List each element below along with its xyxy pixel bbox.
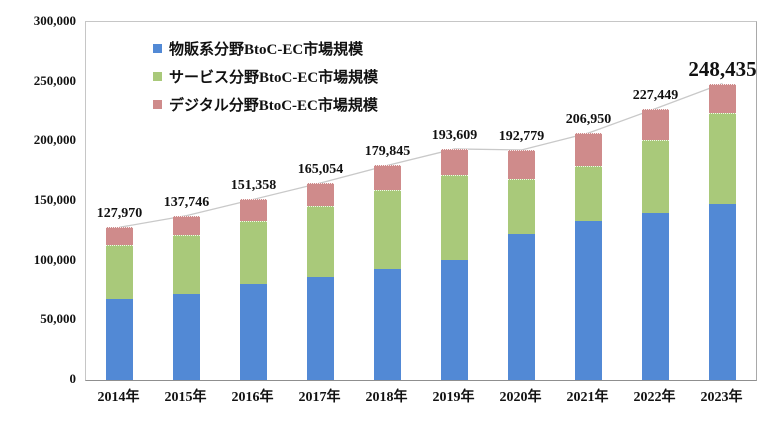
x-category-label: 2020年 bbox=[499, 390, 542, 405]
y-tick-label: 50,000 bbox=[40, 311, 76, 327]
bar-segment-service bbox=[642, 139, 669, 213]
legend-label: デジタル分野BtoC-EC市場規模 bbox=[169, 97, 378, 114]
total-data-label: 165,054 bbox=[297, 162, 344, 178]
total-data-label: 192,779 bbox=[498, 128, 545, 144]
total-data-label: 179,845 bbox=[364, 144, 411, 160]
legend-color-swatch-icon bbox=[153, 99, 162, 109]
legend-label: サービス分野BtoC-EC市場規模 bbox=[169, 69, 379, 86]
y-tick-label: 250,000 bbox=[33, 72, 76, 88]
bar-segment-service bbox=[374, 189, 401, 270]
x-category-label: 2014年 bbox=[97, 390, 140, 405]
x-category-label: 2016年 bbox=[231, 390, 274, 405]
legend-item: 物販系分野BtoC-EC市場規模 bbox=[153, 34, 378, 62]
bar-segment-service bbox=[441, 174, 468, 261]
legend-item: デジタル分野BtoC-EC市場規模 bbox=[153, 90, 378, 118]
x-category-label: 2018年 bbox=[365, 390, 408, 405]
bar-segment-buppan bbox=[575, 221, 602, 380]
bar-segment-buppan bbox=[106, 298, 133, 380]
bar-segment-buppan bbox=[173, 293, 200, 380]
bar-segment-digital bbox=[374, 165, 401, 190]
total-line bbox=[119, 82, 723, 228]
x-category-label: 2023年 bbox=[700, 390, 743, 405]
total-data-label: 206,950 bbox=[565, 112, 612, 128]
bar-segment-service bbox=[575, 166, 602, 222]
bar-segment-digital bbox=[709, 83, 736, 114]
bar-segment-service bbox=[508, 179, 535, 234]
total-data-label: 248,435 bbox=[688, 56, 757, 81]
x-category-label: 2019年 bbox=[432, 390, 475, 405]
legend-label: 物販系分野BtoC-EC市場規模 bbox=[169, 41, 364, 58]
y-tick-label: 100,000 bbox=[33, 251, 76, 267]
x-category-label: 2021年 bbox=[566, 390, 609, 405]
total-data-label: 227,449 bbox=[632, 87, 679, 103]
bar-segment-buppan bbox=[441, 260, 468, 380]
plot-area: 物販系分野BtoC-EC市場規模 サービス分野BtoC-EC市場規模 デジタル分野B… bbox=[85, 21, 757, 381]
bar-segment-buppan bbox=[307, 277, 334, 380]
bar-segment-buppan bbox=[709, 204, 736, 380]
bar-segment-digital bbox=[240, 199, 267, 221]
y-tick-label: 300,000 bbox=[33, 13, 76, 28]
bar-segment-digital bbox=[642, 108, 669, 140]
y-tick-label: 150,000 bbox=[33, 192, 76, 207]
bar-segment-service bbox=[709, 113, 736, 205]
total-data-label: 193,609 bbox=[431, 127, 478, 143]
total-data-label: 137,746 bbox=[163, 194, 210, 210]
bar-segment-service bbox=[307, 206, 334, 278]
x-category-label: 2022年 bbox=[633, 390, 676, 405]
bar-segment-service bbox=[173, 235, 200, 294]
legend-color-swatch-icon bbox=[153, 71, 162, 81]
bar-segment-service bbox=[106, 245, 133, 299]
y-tick-label: 200,000 bbox=[33, 132, 76, 148]
legend: 物販系分野BtoC-EC市場規模 サービス分野BtoC-EC市場規模 デジタル分野B… bbox=[153, 34, 378, 118]
bar-segment-digital bbox=[441, 148, 468, 175]
bar-segment-digital bbox=[508, 149, 535, 180]
bar-segment-digital bbox=[307, 183, 334, 207]
bar-segment-buppan bbox=[508, 234, 535, 380]
x-category-label: 2015年 bbox=[164, 390, 207, 405]
legend-item: サービス分野BtoC-EC市場規模 bbox=[153, 62, 378, 90]
bar-segment-digital bbox=[575, 133, 602, 167]
x-category-label: 2017年 bbox=[298, 390, 341, 405]
bar-segment-buppan bbox=[374, 269, 401, 380]
legend-color-swatch-icon bbox=[153, 43, 162, 53]
bar-segment-buppan bbox=[240, 284, 267, 380]
total-data-label: 127,970 bbox=[96, 206, 143, 222]
bar-segment-digital bbox=[173, 215, 200, 236]
y-tick-label: 0 bbox=[69, 371, 77, 386]
total-data-label: 151,358 bbox=[230, 178, 277, 194]
bar-segment-service bbox=[240, 220, 267, 285]
bar-segment-digital bbox=[106, 227, 133, 246]
bar-segment-buppan bbox=[642, 212, 669, 380]
